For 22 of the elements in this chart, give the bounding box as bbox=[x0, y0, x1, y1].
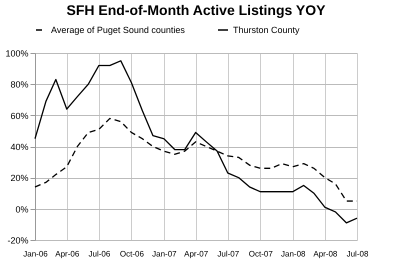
x-tick-label: Oct-06 bbox=[120, 250, 144, 258]
x-tick-label: Oct-07 bbox=[248, 250, 274, 258]
y-tick-label: 20% bbox=[10, 173, 28, 184]
x-tick-label: Jul-06 bbox=[88, 250, 111, 258]
chart-title: SFH End-of-Month Active Listings YOY bbox=[66, 2, 326, 18]
x-tick-label: Jan-08 bbox=[281, 250, 306, 258]
y-tick-label: 80% bbox=[10, 80, 28, 90]
x-tick-label: Apr-07 bbox=[184, 250, 209, 258]
legend-label: Thurston County bbox=[233, 25, 300, 35]
x-tick-label: Jul-07 bbox=[217, 250, 240, 258]
x-tick-label: Jan-06 bbox=[23, 250, 48, 258]
x-tick-label: Apr-08 bbox=[313, 250, 338, 258]
x-tick-label: Apr-06 bbox=[55, 250, 80, 258]
y-tick-label: 100% bbox=[5, 48, 28, 58]
y-tick-label: 60% bbox=[10, 110, 28, 121]
legend-label: Average of Puget Sound counties bbox=[51, 25, 186, 35]
y-tick-label: 40% bbox=[10, 142, 28, 152]
x-tick-label: Jul-08 bbox=[346, 250, 369, 258]
line-series bbox=[34, 60, 358, 224]
x-tick-label: Jan-07 bbox=[152, 250, 178, 258]
y-tick-label: -20% bbox=[7, 236, 28, 246]
y-tick-label: 0% bbox=[15, 204, 28, 214]
